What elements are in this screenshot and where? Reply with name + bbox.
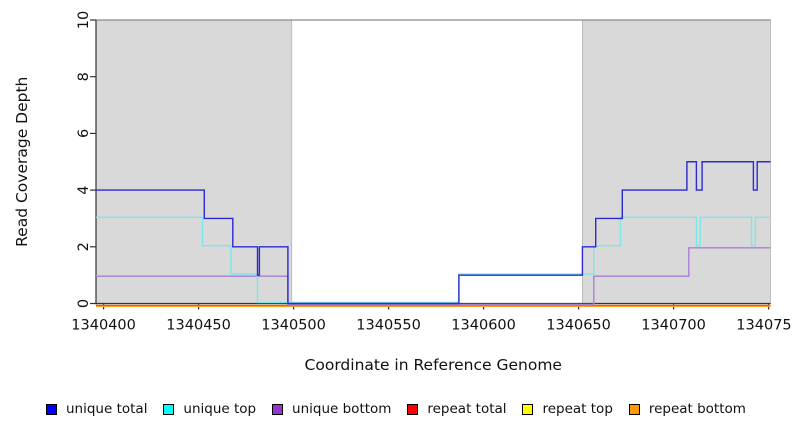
legend-item-repeat-bottom: repeat bottom (628, 401, 746, 417)
x-tick-label: 1340500 (261, 318, 326, 334)
x-tick-label: 1340600 (451, 318, 516, 334)
x-tick-label: 1340650 (546, 318, 611, 334)
legend-item-unique-total: unique total (46, 401, 147, 417)
chart-legend: unique total unique top unique bottom repea… (0, 396, 792, 422)
legend-label: repeat bottom (648, 401, 746, 417)
series-line-unique-total (96, 161, 771, 305)
legend-label: repeat total (427, 401, 507, 417)
legend-swatch-unique-bottom (272, 403, 284, 415)
y-tick-label: 8 (76, 72, 92, 81)
legend-label: unique bottom (292, 401, 392, 417)
x-tick-label: 1340750 (736, 318, 792, 334)
legend-label: unique total (66, 401, 148, 417)
x-tick-label: 1340450 (166, 318, 231, 334)
legend-label: unique top (183, 401, 257, 417)
y-tick-label: 10 (76, 11, 92, 29)
legend-item-repeat-total: repeat total (407, 401, 507, 417)
y-tick-label: 4 (76, 185, 92, 194)
y-tick-label: 0 (76, 299, 92, 308)
x-tick-label: 1340550 (356, 318, 421, 334)
legend-label: repeat top (542, 401, 613, 417)
x-tick-label: 1340400 (71, 318, 136, 334)
legend-swatch-repeat-total (407, 403, 419, 415)
y-tick-label: 6 (76, 129, 92, 138)
x-axis-title: Coordinate in Reference Genome (305, 356, 562, 374)
legend-swatch-repeat-bottom (628, 403, 640, 415)
coverage-chart-canvas: 0 2 4 6 8 10 1340400 1340450 1340500 1340550 13406… (13, 11, 792, 374)
legend-swatch-unique-total (46, 403, 57, 415)
y-tick-label: 2 (76, 242, 92, 251)
legend-item-unique-top: unique top (163, 401, 256, 417)
y-axis-title: Read Coverage Depth (13, 77, 31, 247)
legend-swatch-repeat-top (522, 403, 534, 415)
series-line-unique-top (96, 216, 771, 304)
repeat-region-shading-0 (95, 19, 293, 304)
legend-item-unique-bottom: unique bottom (272, 401, 391, 417)
legend-item-repeat-top: repeat top (522, 401, 613, 417)
x-tick-label: 1340700 (641, 318, 706, 334)
legend-swatch-unique-top (163, 403, 175, 415)
